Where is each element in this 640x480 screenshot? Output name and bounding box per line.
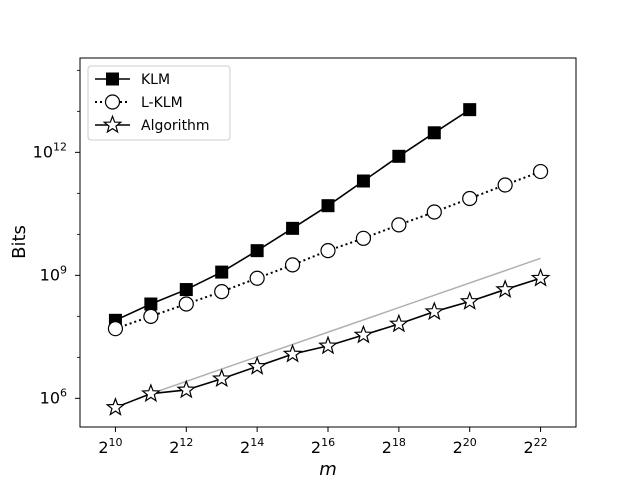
- y-tick-label: 1012: [33, 140, 67, 161]
- x-tick-label: 222: [523, 436, 547, 457]
- series-algorithm: [105, 267, 551, 416]
- legend-item: L-KLM: [95, 94, 183, 111]
- x-tick-exponent: 20: [463, 436, 477, 449]
- x-tick-label: 210: [98, 436, 122, 457]
- data-point: [284, 257, 301, 273]
- series-line: [150, 257, 541, 395]
- data-point: [215, 265, 229, 279]
- x-tick-exponent: 18: [392, 436, 406, 449]
- data-point: [462, 190, 478, 207]
- data-point: [391, 217, 407, 233]
- y-tick-exponent: 12: [53, 140, 67, 153]
- data-point: [459, 291, 480, 310]
- data-point: [318, 335, 338, 355]
- data-point: [176, 379, 197, 399]
- x-tick-base: 2: [98, 438, 108, 457]
- y-tick-label: 109: [40, 263, 67, 284]
- data-point: [105, 397, 126, 416]
- legend-frame: [87, 65, 231, 141]
- x-tick-label: 214: [240, 436, 264, 457]
- x-tick-label: 218: [382, 436, 406, 457]
- x-tick-base: 2: [311, 438, 321, 457]
- y-axis-label: Bits: [9, 225, 30, 259]
- data-point: [497, 177, 513, 193]
- data-point: [179, 283, 193, 297]
- legend-label: Algorithm: [141, 118, 210, 134]
- legend-label: KLM: [141, 72, 170, 88]
- data-point: [211, 368, 232, 388]
- y-tick-base: 10: [40, 265, 60, 284]
- data-point: [353, 324, 374, 344]
- x-tick-base: 2: [382, 438, 392, 457]
- data-point: [143, 308, 159, 324]
- y-tick-base: 10: [33, 142, 53, 161]
- data-point: [355, 230, 372, 246]
- x-tick-base: 2: [453, 438, 463, 457]
- y-tick-base: 10: [40, 388, 60, 407]
- data-point: [424, 301, 445, 321]
- x-tick-exponent: 14: [250, 436, 264, 449]
- data-point: [392, 149, 406, 163]
- data-point: [320, 243, 336, 259]
- data-point: [388, 313, 409, 333]
- x-tick-exponent: 10: [109, 436, 123, 449]
- x-tick-base: 2: [169, 438, 179, 457]
- data-point: [321, 199, 335, 213]
- data-point: [178, 296, 194, 312]
- data-point: [282, 343, 303, 363]
- data-point: [107, 321, 124, 337]
- data-point: [140, 383, 161, 403]
- x-tick-exponent: 16: [321, 436, 335, 449]
- legend-item: KLM: [95, 72, 170, 88]
- x-tick-base: 2: [240, 438, 250, 457]
- data-point: [144, 297, 158, 311]
- x-axis-label: m: [319, 459, 337, 480]
- series-l-klm: [107, 163, 549, 337]
- legend: KLM L-KLM Algorithm: [87, 65, 231, 141]
- y-tick-exponent: 6: [60, 386, 67, 399]
- data-point: [106, 72, 119, 86]
- data-point: [532, 163, 549, 180]
- data-point: [463, 103, 477, 117]
- x-tick-label: 216: [311, 436, 335, 457]
- y-tick-exponent: 9: [60, 263, 67, 276]
- data-point: [214, 284, 230, 300]
- series-layer: [105, 103, 551, 416]
- data-point: [530, 267, 551, 287]
- data-point: [286, 221, 300, 235]
- data-point: [102, 114, 123, 134]
- data-point: [250, 244, 264, 258]
- x-tick-label: 220: [453, 436, 477, 457]
- data-point: [356, 174, 370, 188]
- x-tick-label: 212: [169, 436, 193, 457]
- series-reference: [150, 257, 541, 395]
- data-point: [104, 94, 121, 110]
- data-point: [427, 126, 441, 140]
- data-point: [247, 356, 268, 375]
- x-tick-exponent: 22: [534, 436, 548, 449]
- data-point: [426, 204, 442, 220]
- legend-item: Algorithm: [95, 114, 210, 134]
- y-tick-label: 106: [40, 386, 67, 407]
- x-tick-base: 2: [523, 438, 533, 457]
- x-tick-exponent: 12: [179, 436, 193, 449]
- legend-label: L-KLM: [141, 95, 183, 111]
- data-point: [495, 279, 516, 298]
- data-point: [249, 270, 265, 286]
